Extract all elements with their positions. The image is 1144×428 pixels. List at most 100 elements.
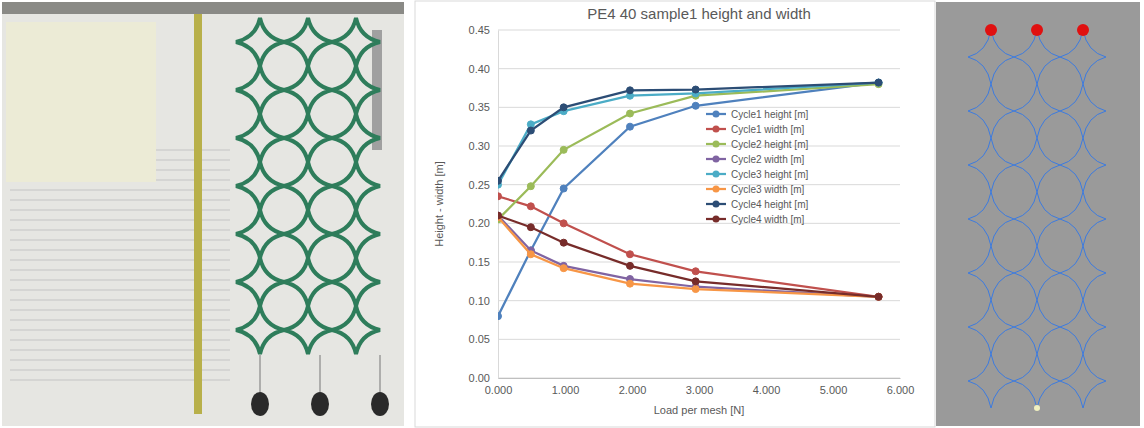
weight-string bbox=[380, 355, 381, 392]
simulated-net bbox=[968, 246, 1014, 300]
legend-marker bbox=[713, 186, 720, 193]
simulation-panel bbox=[936, 2, 1140, 426]
simulated-net bbox=[968, 354, 1014, 408]
net-sample bbox=[236, 18, 284, 66]
series-marker bbox=[692, 268, 699, 275]
legend-marker bbox=[713, 156, 720, 163]
x-tick: 5.000 bbox=[820, 378, 848, 396]
y-tick-label: 0.20 bbox=[469, 217, 490, 229]
load-node bbox=[1034, 405, 1040, 411]
weight-string bbox=[260, 355, 261, 392]
weight-string bbox=[320, 355, 321, 392]
x-axis: 0.0001.0002.0003.0004.0005.0006.000 bbox=[485, 378, 915, 396]
legend-item: Cycle1 width [m] bbox=[706, 124, 805, 135]
y-tick: 0.25 bbox=[469, 179, 498, 191]
net-sample bbox=[332, 66, 380, 114]
y-tick: 0.35 bbox=[469, 101, 498, 113]
x-tick: 1.000 bbox=[552, 378, 580, 396]
fixed-node bbox=[985, 24, 997, 36]
legend-item: Cycle3 height [m] bbox=[706, 169, 808, 180]
net-sample bbox=[284, 306, 332, 354]
y-tick: 0.10 bbox=[469, 295, 498, 307]
series-line bbox=[498, 216, 879, 297]
net-sample bbox=[284, 114, 332, 162]
series-marker bbox=[527, 251, 534, 258]
y-tick: 0.00 bbox=[469, 372, 498, 384]
legend-label: Cycle2 width [m] bbox=[731, 154, 805, 165]
legend-label: Cycle4 height [m] bbox=[731, 199, 808, 210]
simulated-net bbox=[1060, 138, 1106, 192]
y-tick-label: 0.45 bbox=[469, 24, 490, 36]
simulated-net bbox=[1060, 192, 1106, 246]
y-tick: 0.40 bbox=[469, 63, 498, 75]
legend-label: Cycle3 width [m] bbox=[731, 184, 805, 195]
legend-item: Cycle4 height [m] bbox=[706, 199, 808, 210]
simulated-net bbox=[968, 30, 1014, 84]
y-tick-label: 0.30 bbox=[469, 140, 490, 152]
x-axis-line bbox=[499, 378, 901, 379]
simulated-net bbox=[1060, 300, 1106, 354]
net-sample bbox=[332, 162, 380, 210]
measuring-tape bbox=[194, 14, 202, 414]
series-marker bbox=[626, 262, 633, 269]
legend-marker bbox=[713, 201, 720, 208]
series-marker bbox=[527, 183, 534, 190]
x-tick-label: 4.000 bbox=[753, 384, 781, 396]
simulation-background bbox=[936, 2, 1140, 426]
legend-marker bbox=[713, 171, 720, 178]
series-line bbox=[498, 84, 879, 219]
series-line bbox=[498, 83, 879, 181]
y-tick-label: 0.15 bbox=[469, 256, 490, 268]
series-marker bbox=[692, 278, 699, 285]
series-line bbox=[498, 83, 879, 317]
net-sample bbox=[332, 258, 380, 306]
legend-item: Cycle3 width [m] bbox=[706, 184, 805, 195]
series-marker bbox=[875, 293, 882, 300]
net-sample bbox=[236, 306, 284, 354]
simulated-net bbox=[1014, 192, 1060, 246]
note-card bbox=[6, 22, 156, 182]
net-sample bbox=[236, 210, 284, 258]
series-marker bbox=[527, 203, 534, 210]
wall-board bbox=[2, 2, 404, 14]
net-sample bbox=[332, 306, 380, 354]
legend-label: Cycle1 height [m] bbox=[731, 109, 808, 120]
series-marker bbox=[498, 177, 502, 184]
series-marker bbox=[560, 239, 567, 246]
simulated-net bbox=[1060, 246, 1106, 300]
grid-line bbox=[498, 146, 900, 147]
grid-line bbox=[498, 378, 900, 379]
net-sample bbox=[332, 18, 380, 66]
series-marker bbox=[875, 79, 882, 86]
series-marker bbox=[875, 293, 882, 300]
x-tick: 3.000 bbox=[686, 378, 714, 396]
series-marker bbox=[560, 146, 567, 153]
x-tick-label: 5.000 bbox=[820, 384, 848, 396]
grid-line bbox=[498, 339, 900, 340]
y-tick-label: 0.10 bbox=[469, 295, 490, 307]
chart-area bbox=[415, 1, 935, 427]
simulated-net bbox=[968, 192, 1014, 246]
y-tick-label: 0.00 bbox=[469, 372, 490, 384]
simulated-net bbox=[1014, 354, 1060, 408]
figure: 0.000.050.100.150.200.250.300.350.400.45… bbox=[0, 0, 1144, 428]
series-marker bbox=[498, 212, 502, 219]
y-tick-label: 0.35 bbox=[469, 101, 490, 113]
simulated-net bbox=[1014, 138, 1060, 192]
y-tick: 0.30 bbox=[469, 140, 498, 152]
y-axis-title: Height - width [m] bbox=[433, 161, 445, 247]
series-marker bbox=[626, 251, 633, 258]
y-axis-line bbox=[498, 31, 499, 379]
series-marker bbox=[498, 212, 502, 219]
net-sample bbox=[332, 114, 380, 162]
y-tick: 0.45 bbox=[469, 24, 498, 36]
series-marker bbox=[875, 293, 882, 300]
net-sample bbox=[284, 162, 332, 210]
net-sample bbox=[284, 210, 332, 258]
simulated-net bbox=[968, 84, 1014, 138]
series-marker bbox=[875, 79, 882, 86]
photo-panel bbox=[2, 2, 404, 426]
series-marker bbox=[498, 313, 502, 320]
net-sample bbox=[236, 258, 284, 306]
simulated-net bbox=[1014, 300, 1060, 354]
